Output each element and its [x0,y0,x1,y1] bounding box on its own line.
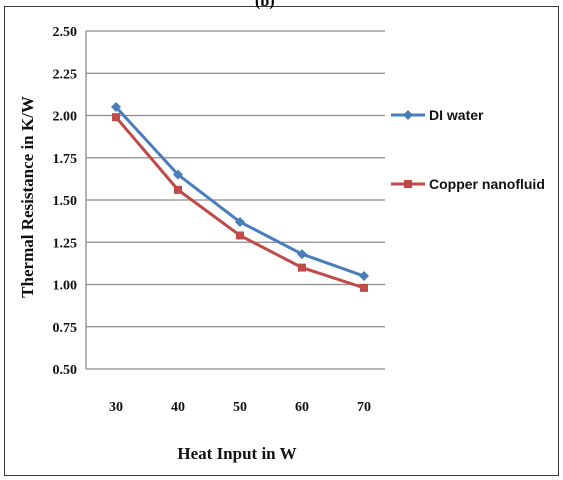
y-tick-label: 1.00 [53,279,78,294]
data-point [173,169,183,180]
x-tick-label: 60 [295,400,309,415]
legend-marker [404,180,412,188]
series-line [114,106,365,278]
y-tick-label: 2.50 [53,25,78,40]
figure-caption: (b) [255,0,275,10]
y-tick-label: 1.50 [53,194,78,209]
x-tick-label: 40 [171,400,185,415]
data-point [359,271,369,282]
x-tick-label: 70 [357,400,371,415]
data-point [236,231,244,240]
y-tick-label: 1.75 [53,152,78,167]
data-point [297,249,307,260]
legend-label: Copper nanofluid [429,176,545,192]
x-tick-label: 30 [109,400,123,415]
line-chart: 0.50 0.75 1.00 1.25 1.50 1.75 2.00 2.25 2.50 30 40… [18,25,545,463]
y-tick-label: 0.75 [53,321,78,336]
data-point [298,263,306,272]
data-point [111,102,121,113]
legend-label: DI water [429,107,484,123]
y-axis-title: Thermal Resistance in K/W [18,96,37,298]
data-point [174,185,182,194]
data-point [235,216,245,227]
data-point [112,113,120,122]
data-point [360,283,368,292]
y-tick-label: 1.25 [53,236,78,251]
y-tick-label: 0.50 [53,363,78,378]
x-tick-label: 50 [233,400,247,415]
y-tick-label: 2.25 [53,67,78,82]
y-tick-label: 2.00 [53,110,78,125]
x-axis-title: Heat Input in W [177,444,296,463]
chart-frame: (b) 0.50 0.75 1.00 1.25 1.50 1.75 2.00 2.25 2.50… [4,0,559,476]
legend-marker [403,110,413,120]
